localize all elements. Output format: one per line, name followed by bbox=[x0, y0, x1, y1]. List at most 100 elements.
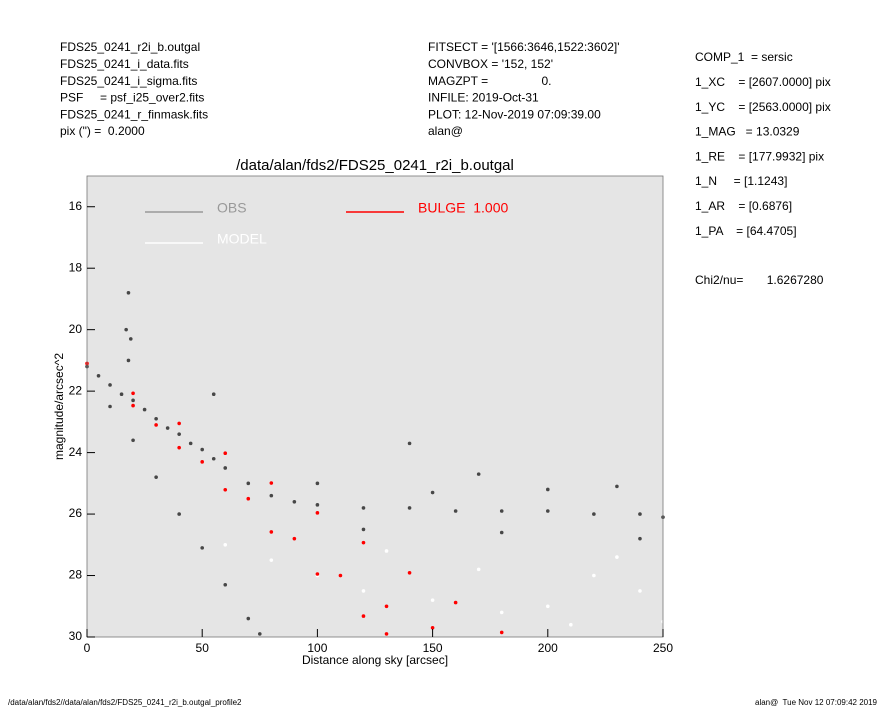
plot-area bbox=[87, 176, 663, 637]
data-point bbox=[546, 509, 550, 513]
header-middle-line: FITSECT = '[1566:3646,1522:3602]' bbox=[428, 40, 620, 54]
data-point bbox=[258, 632, 262, 636]
fit-parameter: 1_AR = [0.6876] bbox=[695, 199, 792, 213]
data-point bbox=[499, 610, 504, 615]
data-point bbox=[223, 466, 228, 470]
data-point bbox=[119, 392, 124, 397]
data-point bbox=[615, 484, 619, 489]
data-point bbox=[154, 423, 158, 427]
data-point bbox=[384, 604, 389, 609]
data-point bbox=[96, 373, 101, 378]
x-tick-label: 50 bbox=[196, 641, 210, 655]
data-point bbox=[407, 441, 412, 446]
x-tick-label: 200 bbox=[538, 641, 558, 655]
data-point bbox=[546, 604, 550, 609]
header-left-line: FDS25_0241_i_sigma.fits bbox=[60, 74, 197, 88]
data-point bbox=[499, 630, 504, 635]
header-left-line: pix (") = 0.2000 bbox=[60, 124, 145, 138]
x-axis-label: Distance along sky [arcsec] bbox=[302, 653, 448, 667]
data-point bbox=[407, 570, 412, 575]
data-point bbox=[361, 506, 366, 510]
data-point bbox=[615, 555, 619, 559]
data-point bbox=[546, 487, 550, 492]
y-tick-label: 24 bbox=[69, 445, 83, 459]
data-point bbox=[638, 589, 642, 593]
data-point bbox=[131, 438, 135, 443]
fit-parameter: 1_RE = [177.9932] pix bbox=[695, 149, 824, 163]
data-point bbox=[269, 558, 274, 562]
header-middle-line: MAGZPT = 0. bbox=[428, 74, 551, 88]
header-middle-line: INFILE: 2019-Oct-31 bbox=[428, 91, 539, 105]
data-point bbox=[154, 475, 158, 479]
data-point bbox=[499, 509, 504, 513]
fit-parameter: 1_XC = [2607.0000] pix bbox=[695, 75, 831, 89]
chart-title: /data/alan/fds2/FDS25_0241_r2i_b.outgal bbox=[236, 157, 514, 174]
data-point bbox=[177, 445, 181, 450]
data-point bbox=[315, 572, 320, 576]
y-tick-label: 30 bbox=[69, 629, 83, 643]
footer-right: alan@ Tue Nov 12 07:09:42 2019 bbox=[755, 698, 878, 707]
data-point bbox=[131, 403, 135, 408]
data-point bbox=[128, 337, 133, 341]
y-tick-label: 28 bbox=[69, 568, 83, 582]
y-tick-label: 26 bbox=[69, 506, 83, 520]
data-point bbox=[269, 493, 274, 498]
data-point bbox=[246, 481, 251, 486]
fit-parameter: 1_N = [1.1243] bbox=[695, 174, 787, 188]
fit-parameter: 1_PA = [64.4705] bbox=[695, 224, 797, 238]
data-point bbox=[361, 614, 366, 618]
y-tick-label: 20 bbox=[69, 322, 83, 336]
data-point bbox=[430, 625, 435, 630]
header-middle-line: CONVBOX = '152, 152' bbox=[428, 57, 553, 71]
data-point bbox=[223, 582, 228, 587]
data-point bbox=[188, 441, 193, 446]
fit-parameter: 1_YC = [2563.0000] pix bbox=[695, 100, 831, 114]
header-middle-line: alan@ bbox=[428, 124, 463, 138]
plot-frame bbox=[86, 175, 664, 638]
fit-parameter: 1_MAG = 13.0329 bbox=[695, 125, 800, 139]
y-tick-label: 18 bbox=[69, 260, 83, 274]
data-point bbox=[453, 509, 458, 513]
data-point bbox=[223, 487, 228, 492]
data-point bbox=[108, 404, 112, 409]
data-point bbox=[211, 392, 216, 397]
data-point bbox=[592, 512, 596, 516]
data-point bbox=[476, 567, 481, 572]
chi2: Chi2/nu= 1.6267280 bbox=[695, 273, 824, 287]
header-left-line: FDS25_0241_i_data.fits bbox=[60, 57, 189, 71]
data-point bbox=[177, 421, 181, 426]
header-middle-line: PLOT: 12-Nov-2019 07:09:39.00 bbox=[428, 107, 601, 121]
data-point bbox=[131, 391, 135, 396]
data-point bbox=[361, 589, 366, 593]
data-point bbox=[315, 503, 320, 507]
header-left-line: PSF = psf_i25_over2.fits bbox=[60, 91, 204, 105]
y-axis-label: magnitude/arcsec^2 bbox=[52, 353, 66, 460]
footer-left: /data/alan/fds2//data/alan/fds2/FDS25_02… bbox=[8, 698, 242, 707]
data-point bbox=[211, 456, 216, 461]
header-left-line: FDS25_0241_r2i_b.outgal bbox=[60, 40, 200, 54]
data-point bbox=[361, 527, 366, 532]
legend-label: MODEL bbox=[217, 231, 267, 247]
data-point bbox=[315, 481, 320, 486]
y-tick-label: 22 bbox=[69, 383, 83, 397]
data-point bbox=[177, 432, 181, 436]
data-point bbox=[165, 426, 170, 430]
data-point bbox=[126, 358, 131, 363]
data-point bbox=[292, 499, 297, 504]
data-point bbox=[200, 460, 204, 464]
data-point bbox=[453, 600, 458, 605]
data-point bbox=[338, 573, 343, 578]
y-tick-label: 16 bbox=[69, 199, 83, 213]
data-point bbox=[142, 407, 147, 412]
data-point bbox=[246, 496, 251, 501]
data-point bbox=[430, 598, 435, 602]
data-point bbox=[569, 622, 573, 627]
data-point bbox=[384, 632, 389, 636]
data-point bbox=[131, 398, 135, 403]
data-point bbox=[124, 327, 128, 332]
fit-parameter: COMP_1 = sersic bbox=[695, 50, 793, 64]
data-point bbox=[200, 546, 204, 550]
legend-label: BULGE 1.000 bbox=[418, 200, 508, 216]
data-point bbox=[246, 616, 251, 621]
